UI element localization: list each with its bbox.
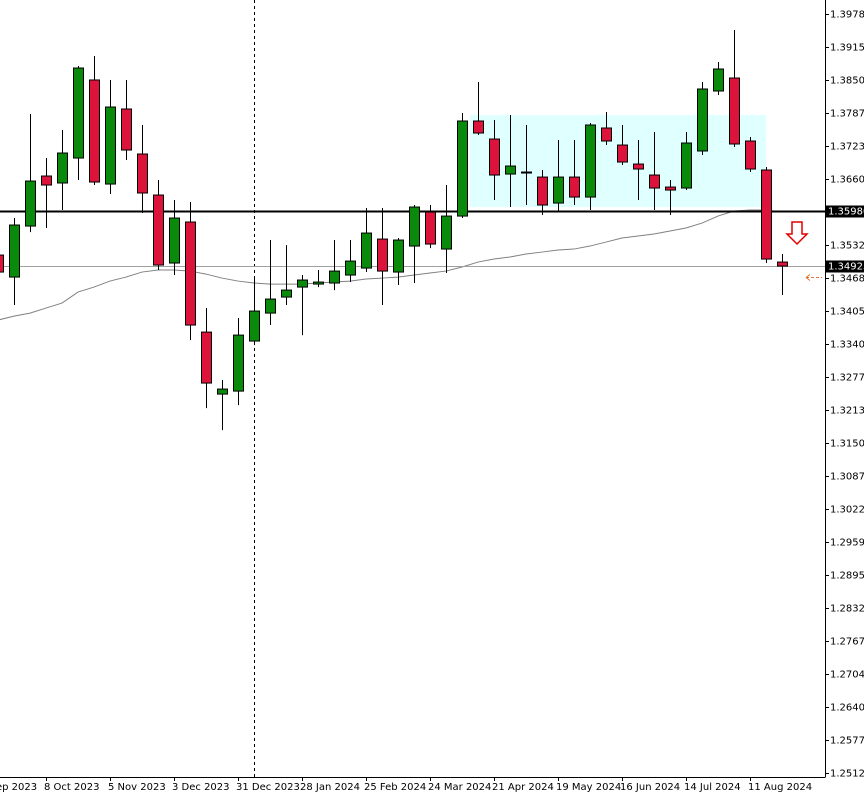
- bull-candle-body: [57, 152, 68, 184]
- bear-candle-body: [729, 77, 740, 145]
- bear-candle-body: [201, 331, 212, 384]
- x-tick-label: 25 Feb 2024: [364, 782, 426, 793]
- bull-candle-body: [265, 298, 276, 314]
- price-level-label: 1.34923: [828, 262, 864, 273]
- bear-candle-body: [601, 127, 612, 142]
- bear-candle-body: [649, 174, 660, 189]
- bull-candle-body: [281, 289, 292, 298]
- plot-layer: [0, 29, 825, 431]
- bear-candle-body: [425, 211, 436, 245]
- bear-candle-body: [377, 238, 388, 272]
- bear-candle-body: [41, 175, 52, 186]
- y-tick-label: 1.26400: [830, 703, 864, 714]
- y-tick-label: 1.28320: [830, 604, 864, 615]
- axis-layer: 1.39780 1.39150 1.38505 1.37875 1.37230 1.366…: [0, 10, 864, 793]
- bull-candle-body: [169, 217, 180, 264]
- x-tick-label: 5 Nov 2023: [108, 782, 166, 793]
- bull-candle-body: [233, 334, 244, 392]
- x-tick-label: 21 Apr 2024: [492, 782, 554, 793]
- y-tick-label: 1.27675: [830, 637, 864, 648]
- bull-candle-body: [697, 88, 708, 152]
- y-tick-label: 1.35325: [830, 241, 864, 252]
- y-tick-label: 1.25770: [830, 736, 864, 747]
- bull-candle-body: [329, 270, 340, 284]
- y-tick-label: 1.37875: [830, 109, 864, 120]
- y-tick-label: 1.27045: [830, 670, 864, 681]
- y-tick-label: 1.25125: [830, 769, 864, 780]
- x-tick-label: 14 Jul 2024: [684, 782, 741, 793]
- y-tick-label: 1.30225: [830, 505, 864, 516]
- price-pointer-head: [805, 274, 811, 281]
- y-tick-label: 1.37230: [830, 142, 864, 153]
- y-tick-label: 1.32775: [830, 373, 864, 384]
- bear-candle-body: [89, 79, 100, 183]
- x-tick-label: 19 May 2024: [556, 782, 621, 793]
- x-tick-label: 3 Dec 2023: [172, 782, 230, 793]
- x-tick-label: 8 Oct 2023: [44, 782, 99, 793]
- y-tick-label: 1.38505: [830, 76, 864, 87]
- bear-candle-body: [569, 176, 580, 198]
- bear-candle-body: [473, 120, 484, 134]
- bull-candle-body: [409, 206, 420, 247]
- moving-average: [0, 209, 783, 321]
- bull-candle-body: [25, 180, 36, 227]
- bull-candle-body: [553, 176, 564, 204]
- y-tick-label: 1.34050: [830, 307, 864, 318]
- bull-candle-body: [393, 239, 404, 273]
- bull-candle-body: [681, 142, 692, 189]
- bear-candle-body: [121, 108, 132, 151]
- bear-candle-body: [761, 169, 772, 260]
- x-tick-label: 11 Aug 2024: [748, 782, 812, 793]
- y-tick-label: 1.34680: [830, 274, 864, 285]
- bull-candle-body: [249, 310, 260, 342]
- x-tick-label: 16 Jun 2024: [620, 782, 680, 793]
- y-tick-label: 1.32130: [830, 406, 864, 417]
- bull-candle-body: [505, 165, 516, 175]
- bear-candle-body: [489, 138, 500, 176]
- x-tick-label: ep 2023: [0, 782, 37, 793]
- bull-candle-body: [313, 281, 324, 285]
- x-tick-label: 31 Dec 2023: [236, 782, 300, 793]
- bull-candle-body: [9, 224, 20, 278]
- y-tick-label: 1.30870: [830, 472, 864, 483]
- bull-candle-body: [73, 67, 84, 159]
- y-tick-label: 1.36600: [830, 175, 864, 186]
- price-pointer: [805, 274, 822, 281]
- bull-candle-body: [585, 124, 596, 198]
- bull-candle-body: [217, 388, 228, 395]
- bull-candle-body: [345, 260, 356, 276]
- bear-candle-body: [633, 163, 644, 170]
- price-level-box: [826, 205, 864, 218]
- y-tick-label: 1.28950: [830, 571, 864, 582]
- y-tick-label: 1.29595: [830, 538, 864, 549]
- bear-candle-body: [153, 194, 164, 266]
- bull-candle-body: [297, 279, 308, 288]
- y-tick-label: 1.39780: [830, 10, 864, 21]
- x-tick-label: 24 Mar 2024: [428, 782, 491, 793]
- bull-candle-body: [521, 171, 532, 174]
- y-tick-label: 1.31500: [830, 439, 864, 450]
- bull-candle-body: [457, 120, 468, 217]
- bull-candle-body: [713, 68, 724, 92]
- bear-candle-body: [745, 140, 756, 170]
- y-tick-label: 1.39150: [830, 43, 864, 54]
- bear-candle-body: [617, 144, 628, 163]
- price-level-label: 1.35980: [828, 207, 864, 218]
- bear-candle-body: [777, 261, 788, 267]
- x-tick-label: 28 Jan 2024: [300, 782, 360, 793]
- bear-candle-body: [0, 254, 4, 273]
- down-arrow: [785, 221, 809, 246]
- bull-candle-body: [441, 215, 452, 250]
- y-tick-label: 1.33405: [830, 340, 864, 351]
- bear-candle-body: [537, 176, 548, 206]
- bear-candle-body: [137, 153, 148, 194]
- price-level-box: [826, 260, 864, 273]
- bear-candle-body: [665, 186, 676, 191]
- bear-candle-body: [185, 221, 196, 326]
- bull-candle-body: [361, 232, 372, 269]
- bull-candle-body: [105, 106, 116, 185]
